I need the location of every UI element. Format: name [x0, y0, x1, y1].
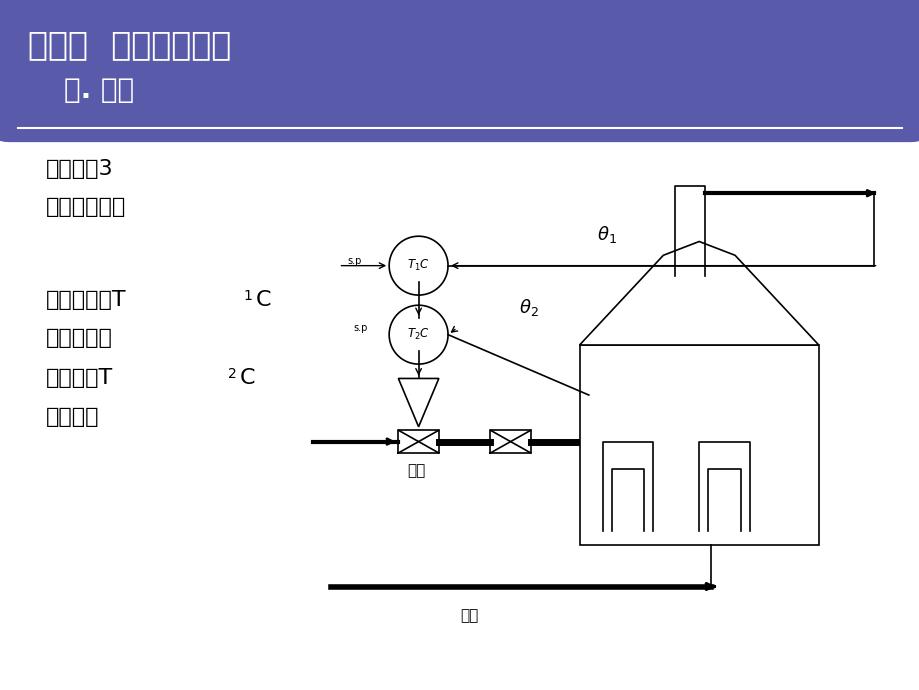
Polygon shape [389, 305, 448, 364]
Text: 一. 概述: 一. 概述 [64, 76, 134, 104]
Text: s.p: s.p [353, 324, 368, 333]
Text: 燃料: 燃料 [407, 463, 425, 478]
Text: $\theta_1$: $\theta_1$ [596, 224, 617, 245]
Text: $\theta_2$: $\theta_2$ [518, 297, 539, 317]
Text: 1: 1 [244, 289, 253, 303]
FancyBboxPatch shape [0, 0, 919, 141]
Text: 2: 2 [228, 367, 237, 381]
Bar [579, 345, 818, 545]
Bar [18, 128, 901, 676]
Text: C: C [240, 368, 255, 388]
Text: 炉膛温度T: 炉膛温度T [46, 368, 113, 388]
Polygon shape [398, 378, 438, 426]
Text: $T_2C$: $T_2C$ [407, 327, 429, 342]
Text: 的给定值: 的给定值 [46, 408, 99, 427]
Polygon shape [389, 236, 448, 295]
Text: s.p: s.p [346, 256, 361, 266]
Text: C: C [255, 290, 271, 310]
Text: 的输出作为: 的输出作为 [46, 328, 113, 348]
Text: $T_1C$: $T_1C$ [407, 258, 429, 273]
Text: 串级控制系统: 串级控制系统 [46, 197, 126, 217]
Text: 第一节  串级控制系统: 第一节 串级控制系统 [28, 28, 231, 61]
Text: 炉出口温度T: 炉出口温度T [46, 290, 127, 310]
Text: 原料: 原料 [460, 608, 478, 623]
Polygon shape [579, 241, 818, 345]
Text: 控制方案3: 控制方案3 [46, 159, 114, 179]
